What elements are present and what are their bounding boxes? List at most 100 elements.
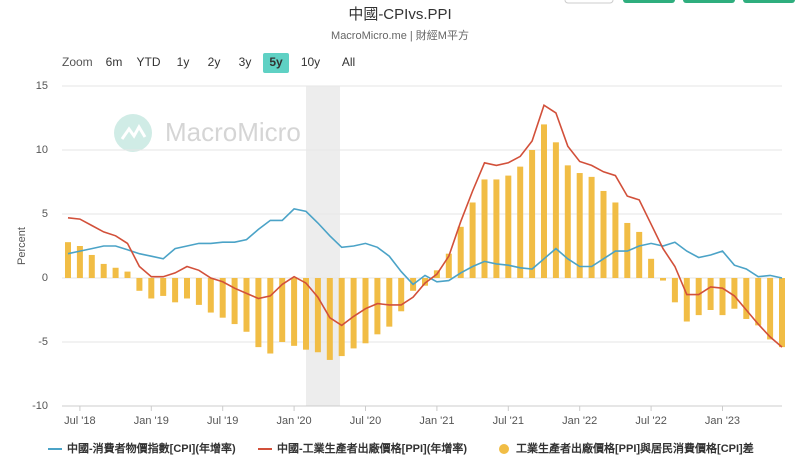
shaded-band (306, 86, 340, 406)
bar (76, 246, 83, 278)
bar (172, 278, 179, 303)
bar (600, 190, 607, 278)
bar (576, 173, 583, 278)
bar (422, 278, 428, 286)
bar (671, 278, 678, 303)
bar (303, 278, 309, 350)
x-tick-label: Jan '21 (419, 415, 454, 427)
y-tick-label: -5 (38, 336, 48, 348)
watermark-logo (114, 114, 152, 152)
bar (291, 278, 298, 346)
y-tick-label: 10 (36, 144, 48, 156)
bar (255, 278, 262, 348)
line (67, 103, 783, 348)
y-axis-label: Percent (16, 227, 28, 265)
bar (207, 278, 214, 313)
bar (457, 226, 464, 278)
zoom-button[interactable]: 3y (239, 55, 252, 69)
zoom-button[interactable]: 5y (269, 55, 283, 69)
x-tick-label: Jul '21 (493, 415, 524, 427)
bar (731, 278, 738, 309)
bar (267, 278, 274, 354)
legend-label[interactable]: 工業生產者出廠價格[PPI]與居民消費價格[CPI]差 (516, 441, 754, 455)
bar (219, 278, 226, 318)
x-tick-label: Jan '20 (277, 415, 312, 427)
x-tick-label: Jul '18 (64, 415, 95, 427)
line (67, 208, 783, 286)
bar (362, 278, 369, 344)
watermark: MacroMicro (114, 114, 301, 152)
bar (326, 278, 333, 360)
bar (279, 278, 286, 342)
bar (719, 278, 726, 316)
bar (648, 258, 655, 278)
y-tick-label: 5 (42, 208, 48, 220)
bar (195, 278, 202, 305)
bar (65, 242, 71, 278)
bar (612, 202, 619, 278)
x-tick-label: Jan '23 (705, 415, 740, 427)
zoom-button[interactable]: 2y (208, 55, 221, 69)
bar (767, 278, 774, 340)
y-tick-label: 15 (36, 80, 48, 92)
top-button[interactable] (683, 0, 735, 3)
x-tick-label: Jan '22 (562, 415, 597, 427)
bar (493, 179, 500, 278)
zoom-button[interactable]: All (342, 55, 355, 69)
bar (112, 267, 119, 278)
chart-subtitle: MacroMicro.me | 財經M平方 (331, 28, 469, 42)
bar (541, 124, 547, 279)
top-button[interactable] (623, 0, 675, 3)
bar (564, 165, 571, 278)
bar (231, 278, 238, 325)
bar (88, 254, 95, 278)
x-tick-label: Jul '20 (350, 415, 381, 427)
bar (136, 278, 143, 291)
bar (184, 278, 190, 299)
x-tick-label: Jul '22 (635, 415, 666, 427)
bar (636, 231, 643, 278)
y-tick-label: 0 (42, 272, 48, 284)
bar (386, 278, 393, 327)
bar (160, 278, 167, 296)
bar (505, 175, 512, 278)
x-tick-label: Jul '19 (207, 415, 238, 427)
bar (350, 278, 357, 349)
x-tick-label: Jan '19 (134, 415, 169, 427)
zoom-button[interactable]: 10y (301, 55, 320, 69)
top-button[interactable] (564, 0, 614, 4)
bar (243, 278, 250, 332)
bar (743, 278, 750, 319)
bar (517, 166, 524, 278)
bar (588, 176, 595, 278)
bar (660, 278, 666, 281)
legend-label[interactable]: 中國-消費者物價指數[CPI](年增率) (67, 441, 236, 455)
watermark-text: MacroMicro (165, 117, 301, 147)
legend-symbol (499, 444, 509, 454)
zoom-active-bg (263, 53, 289, 73)
zoom-button[interactable]: 1y (177, 55, 190, 69)
bar (314, 278, 321, 353)
bar (398, 278, 405, 312)
bar (374, 278, 381, 335)
legend-label[interactable]: 中國-工業生產者出廠價格[PPI](年增率) (277, 441, 467, 455)
bar (100, 263, 107, 278)
bar (707, 278, 714, 310)
bar (529, 150, 536, 278)
chart-title: 中國-CPIvs.PPI (348, 6, 451, 23)
bar (695, 278, 702, 316)
bar (779, 278, 785, 348)
bar (469, 202, 476, 278)
top-button[interactable] (743, 0, 795, 3)
bar (481, 179, 488, 278)
zoom-button[interactable]: 6m (106, 55, 123, 69)
zoom-button[interactable]: YTD (137, 55, 161, 69)
bar (683, 278, 690, 322)
bar (445, 253, 452, 278)
bar (148, 278, 155, 299)
bar (338, 278, 345, 357)
bar (124, 271, 131, 278)
bar (552, 142, 559, 278)
y-tick-label: -10 (32, 400, 48, 412)
